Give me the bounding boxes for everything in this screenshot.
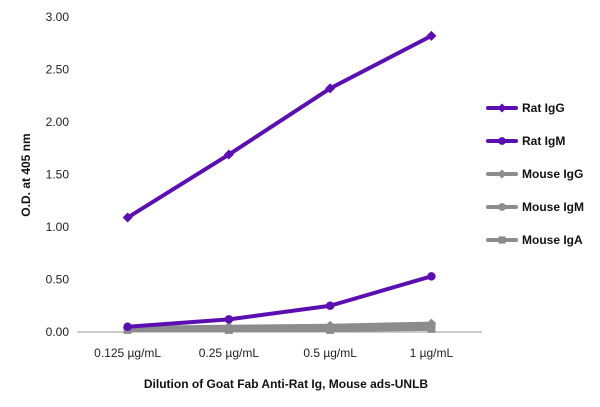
x-axis-title: Dilution of Goat Fab Anti-Rat Ig, Mouse …: [144, 377, 429, 391]
legend-label: Mouse IgA: [522, 233, 583, 247]
series-rat-igm: [123, 272, 436, 331]
legend-label: Rat IgM: [522, 134, 565, 148]
data-point: [224, 315, 234, 324]
legend-label: Rat IgG: [522, 101, 565, 115]
y-tick-label: 1.50: [46, 168, 70, 182]
data-point: [122, 212, 133, 223]
data-point: [223, 321, 234, 332]
x-tick-label: 0.25 µg/mL: [199, 346, 260, 360]
series-layer: [122, 30, 437, 334]
data-point: [223, 149, 234, 160]
series-line: [125, 321, 434, 330]
legend-label: Mouse IgM: [522, 200, 584, 214]
y-axis-title: O.D. at 405 nm: [19, 133, 33, 216]
y-tick-label: 2.50: [46, 63, 70, 77]
data-point: [426, 318, 437, 329]
data-point: [498, 137, 506, 145]
y-tick-label: 2.00: [46, 115, 70, 129]
data-point: [498, 236, 506, 244]
data-point: [325, 83, 336, 94]
legend: Rat IgG Rat IgM Mouse IgG Mouse IgM Mouse Ig…: [486, 101, 584, 247]
x-tick-label: 0.5 µg/mL: [303, 346, 357, 360]
y-tick-label: 0.00: [46, 325, 70, 339]
x-tick-label: 0.125 µg/mL: [94, 346, 161, 360]
legend-item: Mouse IgM: [486, 200, 584, 214]
series-rat-igg: [122, 30, 437, 223]
y-axis-ticks: 0.00 0.50 1.00 1.50 2.00 2.50 3.00: [46, 10, 70, 339]
x-tick-label: 1 µg/mL: [410, 346, 454, 360]
series-line: [125, 274, 434, 329]
x-axis-ticks: 0.125 µg/mL 0.25 µg/mL 0.5 µg/mL 1 µg/mL: [94, 346, 453, 360]
data-point: [498, 203, 506, 211]
legend-item: Rat IgG: [486, 101, 565, 115]
data-point: [427, 272, 436, 281]
y-tick-label: 1.00: [46, 220, 70, 234]
data-point: [325, 320, 336, 331]
data-point: [123, 322, 132, 331]
data-point: [325, 301, 335, 310]
data-point: [426, 30, 437, 41]
legend-item: Rat IgM: [486, 134, 565, 148]
data-point: [497, 103, 507, 113]
y-tick-label: 0.50: [46, 273, 70, 287]
legend-label: Mouse IgG: [522, 167, 583, 181]
data-point: [497, 169, 507, 179]
y-tick-label: 3.00: [46, 10, 70, 24]
legend-item: Mouse IgG: [486, 167, 583, 181]
series-line: [125, 33, 434, 220]
legend-item: Mouse IgA: [486, 233, 583, 247]
